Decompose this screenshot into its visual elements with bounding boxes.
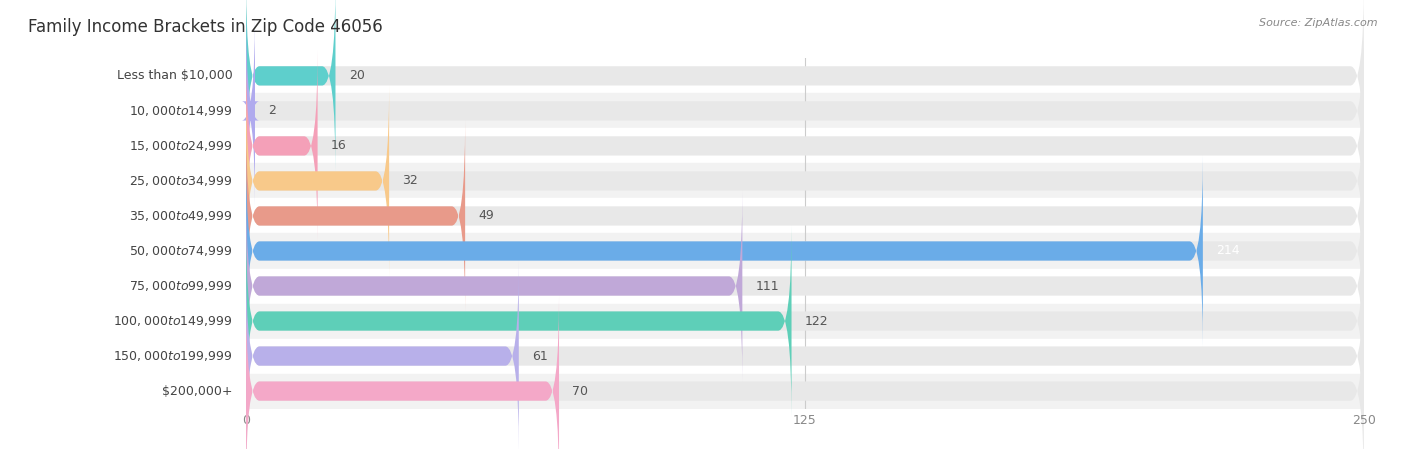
Text: 122: 122	[804, 315, 828, 327]
FancyBboxPatch shape	[246, 260, 519, 449]
FancyBboxPatch shape	[246, 15, 1364, 207]
Text: $50,000 to $74,999: $50,000 to $74,999	[129, 244, 232, 258]
FancyBboxPatch shape	[246, 225, 1364, 417]
Text: Family Income Brackets in Zip Code 46056: Family Income Brackets in Zip Code 46056	[28, 18, 382, 36]
Text: $200,000+: $200,000+	[162, 385, 232, 397]
FancyBboxPatch shape	[246, 50, 1364, 242]
Bar	[246, 163, 1364, 198]
Text: 2: 2	[269, 105, 277, 117]
Text: 16: 16	[330, 140, 347, 152]
Text: 111: 111	[756, 280, 779, 292]
Text: 61: 61	[533, 350, 548, 362]
Text: 70: 70	[572, 385, 589, 397]
FancyBboxPatch shape	[242, 15, 260, 207]
Text: $100,000 to $149,999: $100,000 to $149,999	[114, 314, 232, 328]
FancyBboxPatch shape	[246, 85, 389, 277]
FancyBboxPatch shape	[246, 85, 1364, 277]
Bar	[246, 339, 1364, 374]
FancyBboxPatch shape	[246, 155, 1364, 347]
Text: 32: 32	[402, 175, 419, 187]
Bar	[246, 374, 1364, 409]
FancyBboxPatch shape	[246, 155, 1204, 347]
FancyBboxPatch shape	[246, 120, 1364, 312]
Text: 49: 49	[478, 210, 495, 222]
FancyBboxPatch shape	[246, 225, 792, 417]
Text: Source: ZipAtlas.com: Source: ZipAtlas.com	[1260, 18, 1378, 28]
Text: $10,000 to $14,999: $10,000 to $14,999	[129, 104, 232, 118]
FancyBboxPatch shape	[246, 0, 336, 172]
Bar	[246, 93, 1364, 128]
Bar	[246, 304, 1364, 339]
FancyBboxPatch shape	[246, 0, 1364, 172]
Text: $15,000 to $24,999: $15,000 to $24,999	[129, 139, 232, 153]
FancyBboxPatch shape	[246, 260, 1364, 449]
FancyBboxPatch shape	[246, 120, 465, 312]
Bar	[246, 198, 1364, 233]
Text: 214: 214	[1216, 245, 1240, 257]
Bar	[246, 269, 1364, 304]
Text: Less than $10,000: Less than $10,000	[117, 70, 232, 82]
Bar	[246, 128, 1364, 163]
Text: $75,000 to $99,999: $75,000 to $99,999	[129, 279, 232, 293]
FancyBboxPatch shape	[246, 190, 1364, 382]
FancyBboxPatch shape	[246, 50, 318, 242]
Text: $25,000 to $34,999: $25,000 to $34,999	[129, 174, 232, 188]
Bar	[246, 233, 1364, 269]
FancyBboxPatch shape	[246, 190, 742, 382]
Bar	[246, 58, 1364, 93]
Text: $35,000 to $49,999: $35,000 to $49,999	[129, 209, 232, 223]
Text: $150,000 to $199,999: $150,000 to $199,999	[114, 349, 232, 363]
FancyBboxPatch shape	[246, 295, 560, 449]
FancyBboxPatch shape	[246, 295, 1364, 449]
Text: 20: 20	[349, 70, 364, 82]
